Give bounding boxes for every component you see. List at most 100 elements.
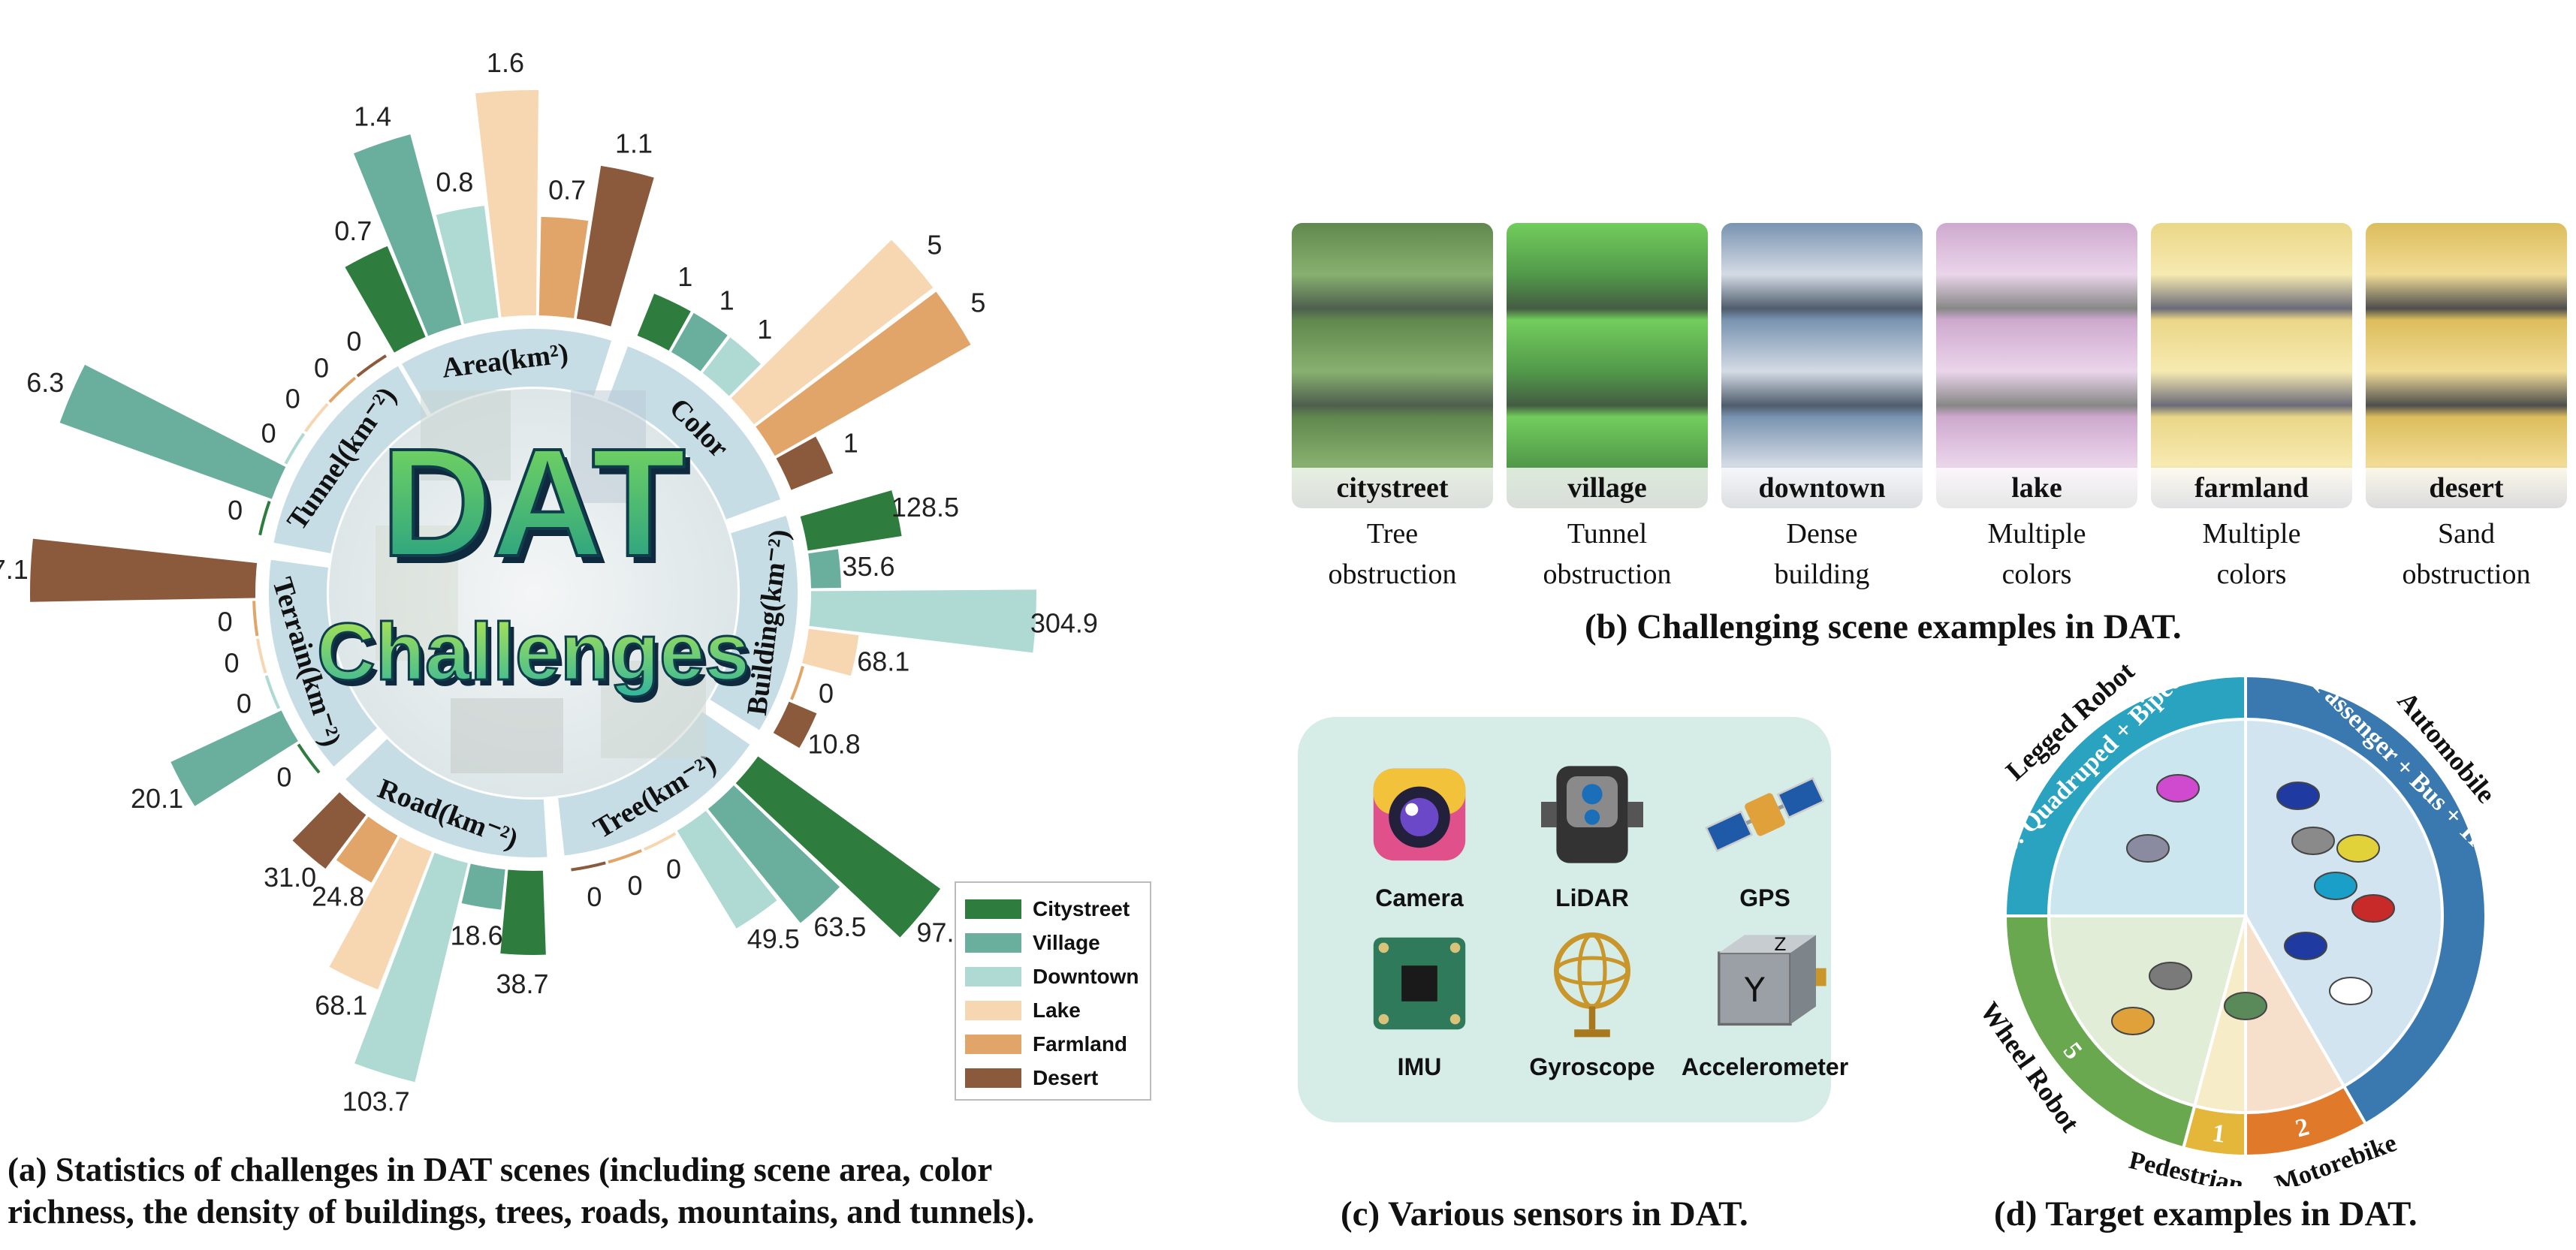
bar-areakm-desert (576, 165, 654, 327)
sensor-label: Accelerometer (1681, 1053, 1849, 1080)
sensor-label: GPS (1739, 884, 1790, 911)
bar-terrainkm-downtown (264, 675, 281, 709)
value-label: 128.5 (891, 492, 959, 523)
scene-thumbnail (2366, 223, 2567, 508)
scene-name: farmland (2151, 468, 2352, 508)
value-label: 0 (587, 881, 602, 912)
bar-areakm-downtown (436, 206, 499, 324)
radial-bar-chart: Area(km²)ColorBuilding(km⁻²)Tree(km⁻²)Ro… (0, 47, 1151, 1116)
bars-layer (29, 90, 1036, 1083)
value-label: 0 (819, 678, 834, 709)
value-label: 18.6 (451, 920, 503, 951)
sensor-gyroscope: Gyroscope (1502, 920, 1682, 1081)
value-labels: 0.71.40.81.60.71.1111551128.535.6304.968… (0, 47, 1098, 1116)
target-ring-legged (2003, 673, 2247, 917)
bar-roadkm-citystreet (500, 869, 546, 955)
caption-a-line2: richness, the density of buildings, tree… (8, 1193, 1035, 1230)
bar-buildingkm-downtown (809, 589, 1036, 653)
value-label: 0.7 (334, 215, 372, 246)
bar-color-village (671, 312, 728, 372)
bar-treekm-desert (571, 861, 606, 872)
value-label: 38.7 (496, 968, 548, 999)
target-object (2351, 894, 2395, 923)
bar-areakm-village (354, 134, 462, 336)
scene-desc-1: Tree (1366, 518, 1419, 550)
value-label: 10.8 (808, 729, 861, 760)
target-object (2126, 834, 2170, 863)
value-label: 0 (225, 648, 240, 679)
target-object (2224, 992, 2267, 1020)
scene-card-farmland: farmland Multiple colors (2151, 223, 2352, 590)
bar-terrainkm-village (170, 710, 298, 806)
sensor-label: IMU (1397, 1053, 1442, 1080)
value-label: 1.6 (487, 47, 524, 78)
scene-card-lake: lake Multiple colors (1936, 223, 2137, 590)
bar-treekm-downtown (677, 810, 777, 929)
satellite-icon (1701, 751, 1829, 878)
value-label: 1 (719, 285, 734, 315)
legend-label: Village (1033, 931, 1100, 954)
value-label: 35.6 (843, 551, 895, 582)
bar-treekm-farmland (608, 849, 642, 864)
bar-terrainkm-desert (29, 538, 258, 602)
caption-c: (c) Various sensors in DAT. (1341, 1194, 1748, 1233)
value-label: 0 (276, 761, 291, 792)
scene-desc-1: Multiple (1987, 518, 2086, 550)
scene-desc-2: colors (2216, 559, 2287, 590)
bar-roadkm-desert (292, 792, 366, 869)
bar-tunnelkm-farmland (328, 376, 357, 403)
scene-name: lake (1936, 468, 2137, 508)
value-label: 0 (627, 870, 642, 901)
target-object (2291, 827, 2335, 855)
value-label: 0 (666, 854, 681, 884)
bar-color-desert (776, 436, 834, 490)
value-label: 68.1 (857, 646, 909, 677)
caption-d: (d) Target examples in DAT. (1994, 1194, 2418, 1233)
legend-label: Lake (1033, 998, 1081, 1022)
scene-desc-1: Multiple (2202, 518, 2301, 550)
sensor-label: Gyroscope (1529, 1053, 1655, 1080)
value-label: 0 (261, 418, 276, 449)
scene-card-citystreet: citystreet Tree obstruction (1292, 223, 1493, 590)
value-label: 0 (314, 353, 329, 384)
target-object (2314, 872, 2357, 900)
bar-buildingkm-farmland (790, 666, 804, 700)
scene-desc-2: obstruction (1328, 559, 1457, 590)
value-label: 0.8 (436, 167, 473, 197)
bar-tunnelkm-lake (304, 402, 329, 432)
target-ring-auto (2244, 673, 2487, 1126)
value-label: 0 (218, 606, 233, 637)
scene-card-village: village Tunnel obstruction (1507, 223, 1708, 590)
target-object (2111, 1007, 2155, 1035)
bar-tunnelkm-desert (356, 354, 388, 378)
sensor-camera: Camera (1329, 751, 1510, 912)
legend-swatch (965, 967, 1021, 986)
scene-name: citystreet (1292, 468, 1493, 508)
logo-line-1: DAT (381, 417, 686, 589)
bar-buildingkm-desert (773, 701, 817, 748)
bar-terrainkm-farmland (252, 601, 259, 637)
value-label: 1 (757, 314, 772, 345)
target-object (2276, 782, 2320, 810)
bar-terrainkm-citystreet (297, 743, 321, 774)
svg-text:Z: Z (1774, 934, 1786, 955)
value-label: 68.1 (315, 989, 367, 1020)
legend-label: Desert (1033, 1066, 1098, 1089)
value-label: 0 (346, 326, 361, 357)
target-object (2329, 977, 2372, 1005)
value-label: 1 (843, 427, 858, 458)
value-label: 1.4 (354, 101, 391, 132)
logo-line-2: Challenges (317, 606, 750, 697)
scene-card-desert: desert Sand obstruction (2366, 223, 2567, 590)
legend-swatch (965, 933, 1021, 953)
sensor-gps: GPS (1675, 751, 1855, 912)
caption-a: (a) Statistics of challenges in DAT scen… (8, 1149, 1224, 1233)
bar-treekm-citystreet (735, 756, 941, 938)
target-object (2156, 774, 2200, 803)
bar-treekm-lake (643, 832, 677, 851)
value-label: 49.5 (747, 923, 800, 954)
scene-desc-2: colors (2001, 559, 2072, 590)
scene-thumbnail (1721, 223, 1923, 508)
sensor-label: LiDAR (1555, 884, 1629, 911)
